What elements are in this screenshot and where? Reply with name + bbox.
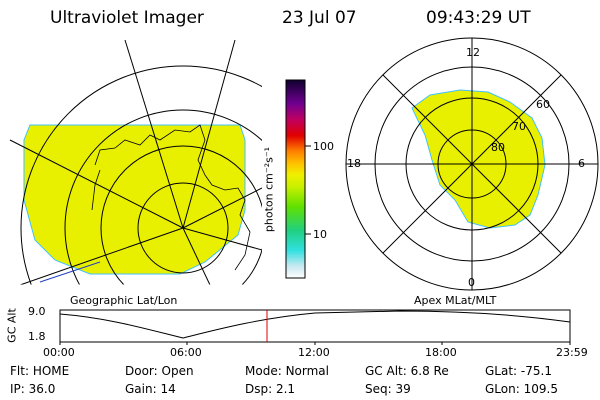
left-map-caption: Geographic Lat/Lon <box>70 294 178 307</box>
altitude-plot <box>59 309 571 345</box>
colorbar-tick-10: 10 <box>313 228 327 241</box>
geographic-map <box>9 39 262 285</box>
altitude-xtick: 06:00 <box>170 346 202 359</box>
altitude-ytick-min: 1.8 <box>28 330 46 343</box>
altitude-ytick-max: 9.0 <box>28 305 46 318</box>
polar-plot <box>345 37 599 291</box>
polar-ring-80: 80 <box>491 141 505 154</box>
status-gc-alt: GC Alt: 6.8 Re <box>365 364 449 378</box>
colorbar-unit-label: photon cm⁻²s⁻¹ <box>262 146 276 233</box>
left-emission-region <box>23 124 246 275</box>
status-glon: GLon: 109.5 <box>485 382 558 396</box>
altitude-curve <box>59 310 571 339</box>
polar-label-0: 0 <box>468 276 475 289</box>
colorbar <box>285 79 306 279</box>
altitude-xtick: 18:00 <box>425 346 457 359</box>
polar-ring-70: 70 <box>512 120 526 133</box>
app-title: Ultraviolet Imager <box>50 8 204 28</box>
status-mode: Mode: Normal <box>245 364 329 378</box>
status-dsp: Dsp: 2.1 <box>245 382 296 396</box>
polar-ring-60: 60 <box>536 98 550 111</box>
altitude-xtick: 23:59 <box>556 346 588 359</box>
date-label: 23 Jul 07 <box>282 8 357 28</box>
polar-label-12: 12 <box>466 46 480 59</box>
colorbar-tick-100: 100 <box>313 140 334 153</box>
status-flt: Flt: HOME <box>10 364 70 378</box>
status-seq: Seq: 39 <box>365 382 411 396</box>
coastline <box>91 124 251 271</box>
status-ip: IP: 36.0 <box>10 382 56 396</box>
status-glat: GLat: -75.1 <box>485 364 552 378</box>
altitude-xtick: 12:00 <box>298 346 330 359</box>
altitude-xtick: 00:00 <box>43 346 75 359</box>
polar-map-caption: Apex MLat/MLT <box>414 294 497 307</box>
polar-label-18: 18 <box>347 157 361 170</box>
altitude-ylabel: GC Alt <box>5 308 19 343</box>
polar-label-6: 6 <box>578 157 585 170</box>
status-gain: Gain: 14 <box>125 382 176 396</box>
time-label: 09:43:29 UT <box>426 8 531 28</box>
status-door: Door: Open <box>125 364 194 378</box>
